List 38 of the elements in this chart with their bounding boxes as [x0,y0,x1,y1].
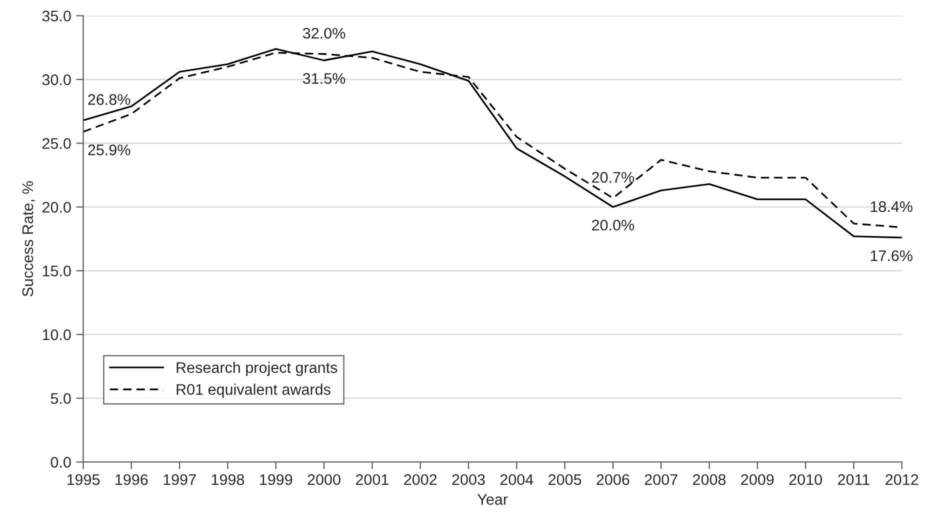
x-tick-label: 2008 [693,474,726,486]
x-tick-label: 2003 [452,474,485,486]
x-tick-label: 2007 [644,474,678,486]
y-tick-label: 0.0 [50,456,71,468]
annotation: 20.0% [592,220,634,231]
annotation: 18.4% [870,201,912,212]
annotation: 17.6% [870,250,912,262]
x-tick-label: 2010 [789,474,822,486]
y-tick-label: 25.0 [42,138,71,149]
x-tick-label: 2002 [404,474,437,486]
annotation: 32.0% [302,28,346,39]
legend-label: Research project grants [176,362,338,376]
x-tick-label: 2001 [356,474,388,486]
x-tick-label: 1998 [212,474,244,486]
annotation: 26.8% [88,94,130,105]
y-tick-label: 20.0 [42,202,71,213]
annotation: 31.5% [302,73,346,84]
y-tick-label: 30.0 [42,74,71,86]
x-tick-label: 1996 [116,474,148,486]
x-tick-label: 2005 [548,474,582,486]
y-tick-label: 5.0 [50,393,71,404]
legend-label: R01 equivalent awards [176,384,330,398]
x-tick-label: 2006 [596,474,630,486]
x-tick-label: 2011 [838,474,870,486]
y-tick-label: 10.0 [42,329,71,340]
x-tick-label: 2012 [886,474,918,486]
x-tick-label: 1997 [164,474,196,486]
y-axis-title: Success Rate, % [22,181,35,296]
annotation: 20.7% [592,172,634,183]
x-tick-label: 2004 [500,474,534,486]
x-tick-label: 2009 [741,474,774,486]
x-tick-label: 1995 [67,474,100,486]
y-tick-label: 35.0 [42,10,71,22]
x-tick-label: 2000 [308,474,340,486]
y-tick-label: 15.0 [42,266,71,276]
x-axis-title: Year [477,494,508,505]
x-tick-label: 1999 [260,474,292,486]
annotation: 25.9% [88,144,130,156]
